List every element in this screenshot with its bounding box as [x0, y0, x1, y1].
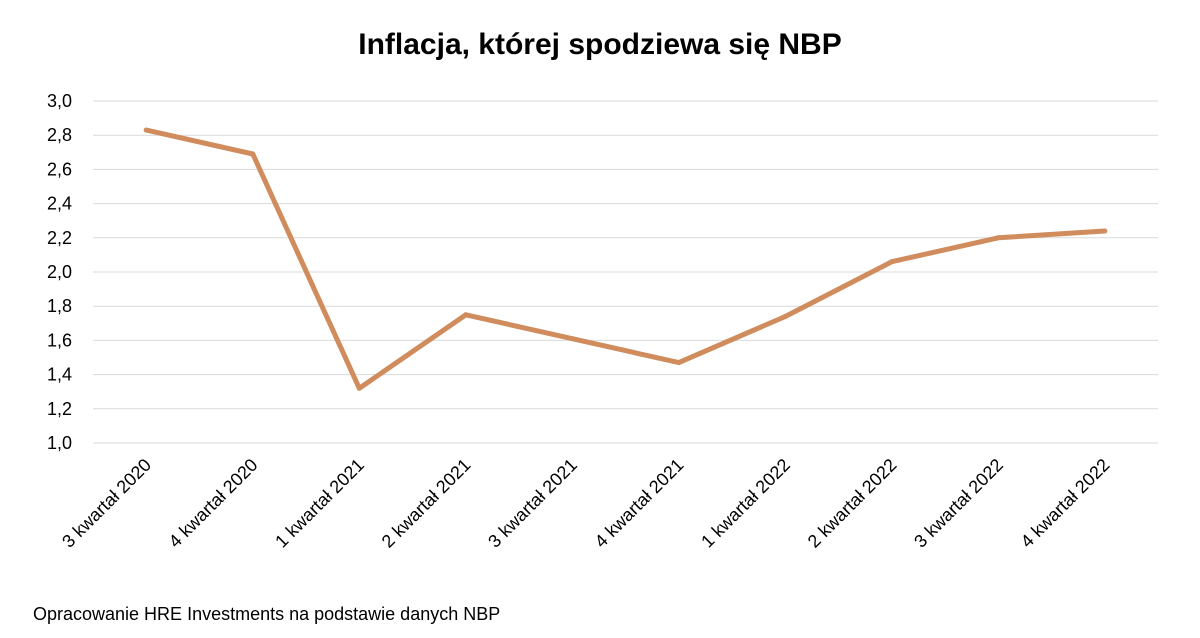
- x-tick-label: 1 kwartał 2021: [271, 455, 368, 552]
- x-tick-label: 4 kwartał 2022: [1017, 455, 1114, 552]
- data-point: [463, 312, 469, 318]
- x-tick-label: 3 kwartał 2020: [58, 455, 155, 552]
- x-tick-label: 3 kwartał 2021: [484, 455, 581, 552]
- x-tick-label: 4 kwartał 2021: [591, 455, 688, 552]
- data-point: [782, 313, 788, 319]
- x-tick-label: 2 kwartał 2021: [378, 455, 475, 552]
- y-tick-label: 1,4: [47, 365, 72, 385]
- data-point: [569, 336, 575, 342]
- y-tick-label: 2,2: [47, 228, 72, 248]
- x-tick-label: 2 kwartał 2022: [804, 455, 901, 552]
- x-tick-label: 3 kwartał 2022: [910, 455, 1007, 552]
- y-tick-label: 3,0: [47, 91, 72, 111]
- y-tick-label: 1,0: [47, 433, 72, 453]
- x-axis-ticks: 3 kwartał 2020 4 kwartał 2020 1 kwartał 20…: [58, 455, 1113, 552]
- y-tick-label: 1,2: [47, 399, 72, 419]
- y-tick-label: 2,6: [47, 159, 72, 179]
- data-point: [1102, 228, 1108, 234]
- x-tick-label: 1 kwartał 2022: [697, 455, 794, 552]
- y-tick-label: 1,8: [47, 296, 72, 316]
- x-tick-label: 4 kwartał 2020: [165, 455, 262, 552]
- y-axis-ticks: 1,0 1,2 1,4 1,6 1,8 2,0 2,2 2,4 2,6 2,8 3,0: [47, 91, 72, 453]
- data-point: [143, 127, 149, 133]
- data-point: [995, 235, 1001, 241]
- y-tick-label: 2,4: [47, 194, 72, 214]
- chart-title: Inflacja, której spodziewa się NBP: [358, 28, 842, 61]
- y-tick-label: 2,8: [47, 125, 72, 145]
- series-line: [143, 127, 1108, 391]
- data-point: [676, 360, 682, 366]
- series-layer: [143, 127, 1108, 391]
- data-point: [356, 385, 362, 391]
- y-tick-label: 2,0: [47, 262, 72, 282]
- data-point: [889, 259, 895, 265]
- source-note: Opracowanie HRE Investments na podstawie…: [33, 604, 501, 624]
- gridlines: [93, 100, 1158, 444]
- y-tick-label: 1,6: [47, 330, 72, 350]
- data-point: [250, 151, 256, 157]
